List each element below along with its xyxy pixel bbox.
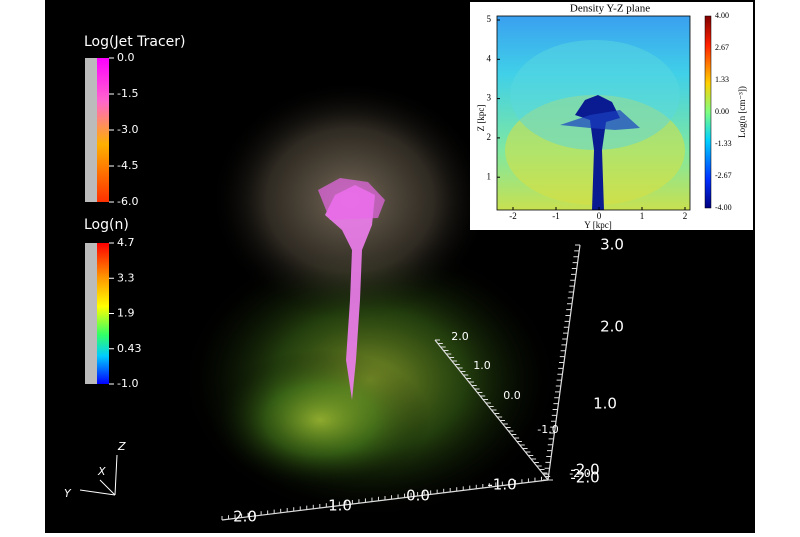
inset-jet	[575, 95, 620, 210]
colorbar-tick-label: 1.9	[117, 307, 135, 320]
inset-colorbar-tick-label: -2.67	[715, 171, 732, 180]
axis-tick-label: 2.0	[233, 508, 257, 526]
axis-tick-label: -1.0	[487, 476, 516, 494]
colorbar-tick-label: -4.5	[117, 159, 138, 172]
inset-x-tick-label: 0	[597, 211, 602, 221]
inset-colorbar-label: Log(n [cm⁻³])	[737, 86, 747, 138]
inset-y-tick-label: 2	[487, 132, 492, 142]
inset-x-tick-label: 1	[640, 211, 645, 221]
inset-colorbar-tick-label: 1.33	[715, 75, 729, 84]
triad-label: X	[97, 465, 106, 478]
axis-tick-label: -2.0	[570, 469, 599, 487]
colorbar-tick-label: -1.5	[117, 87, 138, 100]
inset-y-tick-label: 5	[487, 14, 492, 24]
colorbar-tick-label: 4.7	[117, 236, 135, 249]
axis-tick-label: 0.0	[406, 487, 430, 505]
axis-tick-label: -2.0	[570, 461, 599, 479]
triad-label: Z	[117, 440, 126, 453]
inset-colorbar-tick-label: 2.67	[715, 43, 729, 52]
axis-tick-label: 2.0	[451, 330, 469, 343]
axis-tick-label: -1.0	[537, 423, 558, 436]
axis-tick-label: 1.0	[593, 395, 617, 413]
inset-x-tick-label: -1	[552, 211, 560, 221]
inset-x-tick-label: 2	[683, 211, 688, 221]
inset-colorbar-tick-label: -1.33	[715, 139, 732, 148]
inset-y-label: Z [kpc]	[476, 105, 486, 132]
colorbar-n	[97, 243, 109, 384]
inset-colorbar-tick-label: -4.00	[715, 203, 732, 212]
colorbar-tick-label: -3.0	[117, 123, 138, 136]
axis-tick-label: 3.0	[600, 236, 624, 254]
colorbars	[85, 58, 109, 384]
inset-y-tick-label: 4	[487, 53, 492, 63]
axis-ticks	[221, 244, 580, 520]
inset-x-tick-label: -2	[509, 211, 517, 221]
inset-colorbar	[704, 15, 712, 209]
inset-colorbar-tick-label: 4.00	[715, 11, 729, 20]
colorbar-tick-label: 3.3	[117, 271, 135, 284]
inset-y-tick-label: 1	[487, 171, 492, 181]
colorbar-tick-label: -1.0	[117, 377, 138, 390]
colorbar-jet	[97, 58, 109, 202]
colorbar-tick-label: 0.0	[117, 51, 135, 64]
colorbar-tick-label: 0.43	[117, 342, 142, 355]
colorbar-title: Log(Jet Tracer)	[84, 34, 186, 50]
inset-title: Density Y-Z plane	[570, 3, 650, 15]
inset	[470, 2, 753, 230]
axis-tick-label: 1.0	[473, 359, 491, 372]
labels: Log(Jet Tracer)0.0-1.5-3.0-4.5-6.0Log(n)…	[64, 3, 747, 526]
inset-y-tick-label: 3	[487, 93, 492, 103]
inset-colorbar-tick-label: 0.00	[715, 107, 729, 116]
volume-render	[180, 80, 560, 520]
axis-triad	[79, 454, 118, 496]
inset-x-label: Y [kpc]	[584, 220, 611, 230]
colorbar-title: Log(n)	[84, 217, 129, 233]
colorbar-tick-label: -6.0	[117, 195, 138, 208]
axis-tick-label: 0.0	[503, 389, 521, 402]
axis-tick-label: 1.0	[328, 497, 352, 515]
triad-label: Y	[64, 487, 72, 500]
axis-tick-label: 2.0	[600, 318, 624, 336]
axis-tick-label: -2.0	[569, 467, 590, 480]
